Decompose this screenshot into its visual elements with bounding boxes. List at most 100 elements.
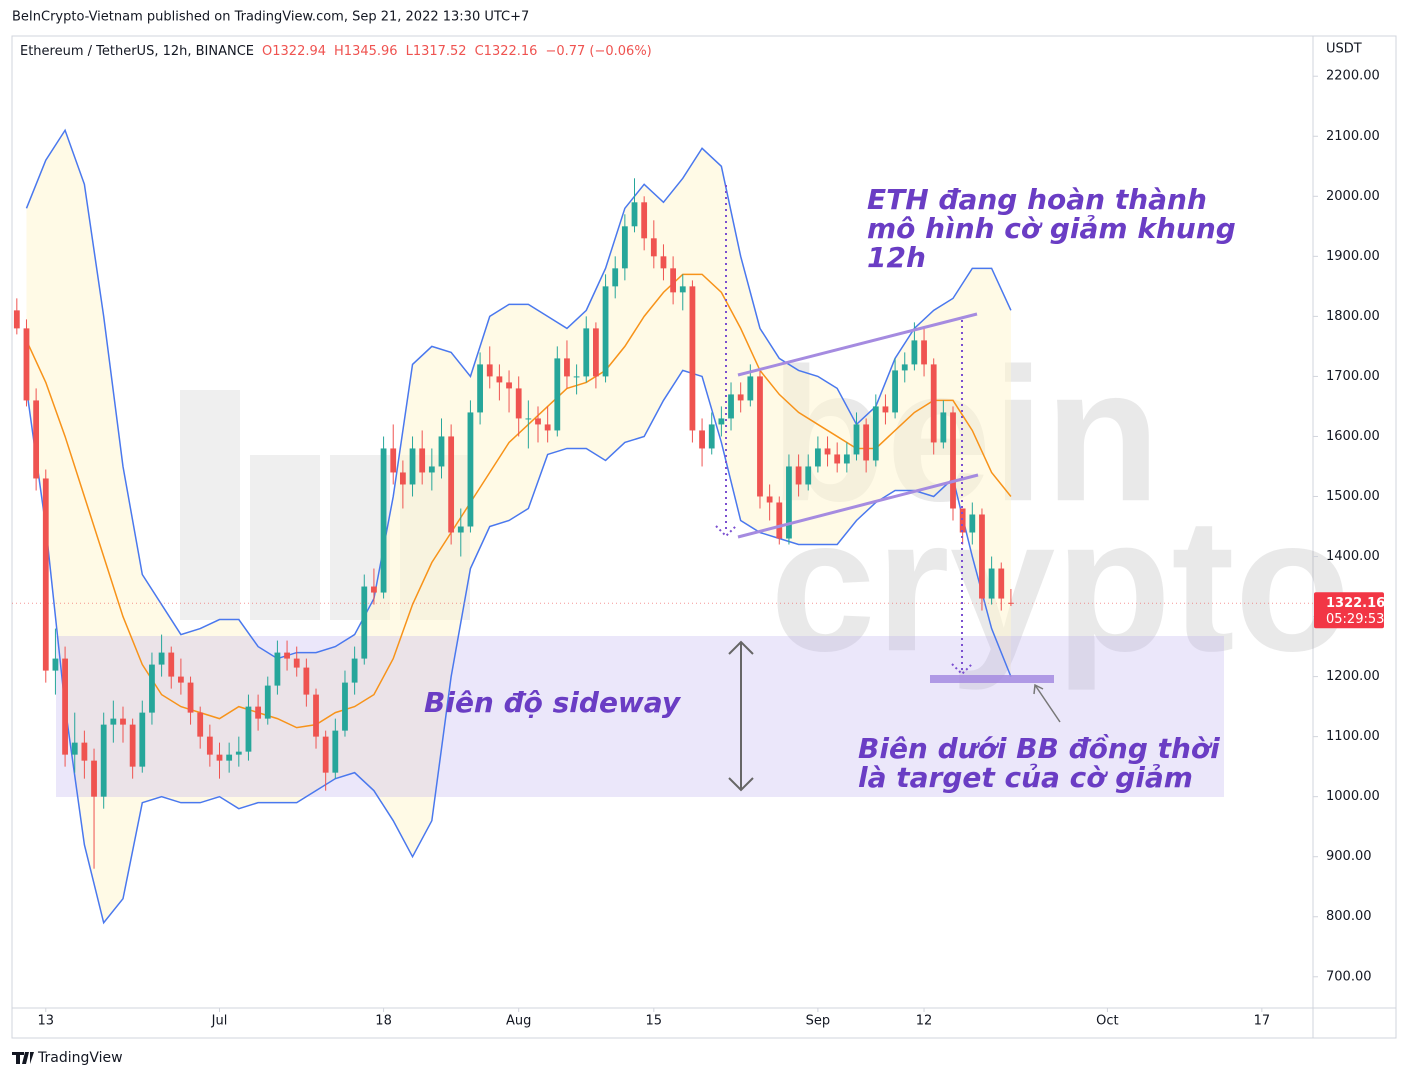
candle-body — [448, 436, 455, 533]
candle-body — [71, 742, 78, 755]
x-tick-label: Sep — [806, 1014, 831, 1029]
legend-value: L1317.52 — [406, 44, 467, 59]
candle-body — [477, 364, 483, 413]
y-tick-label: 900.00 — [1326, 849, 1372, 864]
candle-body — [226, 754, 233, 761]
band-layer — [26, 130, 1011, 923]
candle-body — [486, 364, 493, 377]
legend: Ethereum / TetherUS, 12h, BINANCE O1322.9… — [20, 44, 652, 59]
band-fill — [26, 130, 1011, 923]
candle-body — [814, 448, 821, 467]
y-tick-label: 1800.00 — [1326, 309, 1380, 324]
candle-body — [342, 682, 348, 731]
candle-body — [776, 502, 783, 539]
candle-body — [91, 760, 97, 797]
candle-body — [795, 466, 802, 485]
candle-body — [467, 412, 474, 527]
countdown: 05:29:53 — [1326, 612, 1384, 627]
candle-body — [679, 286, 686, 293]
candle-body — [293, 658, 300, 668]
candle-body — [573, 376, 580, 378]
candle-body — [708, 424, 715, 449]
candle-body — [921, 340, 927, 365]
candle-body — [631, 202, 638, 227]
plot-layer — [13, 128, 1014, 925]
y-tick-label: 2200.00 — [1326, 69, 1380, 84]
candle-body — [23, 328, 30, 401]
candle-body — [120, 718, 126, 725]
candle-body — [843, 454, 850, 464]
annotation: mô hình cờ giảm khung — [867, 212, 1236, 245]
annotation: ETH đang hoàn thành — [867, 183, 1207, 216]
candle-body — [274, 652, 281, 686]
candle-body — [612, 268, 619, 287]
candle-body — [728, 394, 734, 419]
x-tick-label: Jul — [211, 1014, 228, 1029]
candle-body — [564, 358, 570, 377]
candle-body — [409, 448, 416, 485]
candle-body — [399, 472, 406, 485]
candle-body — [718, 418, 725, 425]
footer: TradingView — [37, 1050, 123, 1066]
candle-body — [988, 568, 995, 599]
candle-body — [583, 328, 590, 377]
x-tick-label: Oct — [1096, 1014, 1118, 1029]
candle-body — [149, 664, 155, 713]
candle-body — [62, 658, 68, 755]
candle-body — [428, 466, 435, 473]
candle-body — [892, 370, 898, 413]
candle-body — [255, 706, 262, 719]
y-tick-label: 1200.00 — [1326, 669, 1380, 684]
candle-body — [390, 448, 397, 473]
candle-body — [245, 706, 252, 752]
candle-body — [52, 658, 59, 671]
last-price-box — [1314, 592, 1384, 629]
candle-body — [834, 454, 841, 464]
pointer — [1034, 684, 1061, 723]
candle-body — [766, 496, 773, 503]
candle-body — [641, 202, 648, 239]
drawings — [715, 185, 1061, 792]
legend-title: Ethereum / TetherUS, 12h, BINANCE — [20, 44, 254, 59]
candle-body — [747, 376, 754, 401]
candle-body — [911, 340, 918, 365]
band-upper — [25, 128, 1012, 660]
candle-body — [129, 724, 136, 767]
candle-body — [959, 508, 966, 533]
legend-value: −0.77 (−0.06%) — [545, 44, 651, 59]
candle-body — [757, 376, 763, 497]
candle-body — [689, 286, 696, 431]
candle-body — [699, 430, 705, 449]
y-tick-label: 1600.00 — [1326, 429, 1380, 444]
candle-body — [303, 667, 310, 695]
y-tick-label: 800.00 — [1326, 909, 1372, 924]
annotation: là target của cờ giảm — [858, 761, 1193, 794]
candle-body — [457, 526, 464, 533]
candle-body — [351, 658, 358, 683]
last-price: 1322.16 — [1326, 596, 1385, 611]
candle-body — [322, 736, 329, 773]
candle-body — [13, 310, 20, 329]
candle-body — [872, 406, 879, 461]
y-tick-label: 1400.00 — [1326, 549, 1380, 564]
candle-body — [593, 328, 599, 377]
x-tick-label: 17 — [1254, 1014, 1271, 1029]
y-tick-label: 1900.00 — [1326, 249, 1380, 264]
candle-body — [969, 514, 976, 533]
candle-body — [650, 238, 657, 257]
y-tick-label: 700.00 — [1326, 969, 1372, 984]
target-bar — [930, 675, 1054, 683]
y-tick-label: 1500.00 — [1326, 489, 1380, 504]
annotation: Biên dưới BB đồng thời — [858, 732, 1220, 765]
channel-line — [737, 312, 978, 377]
candle-body — [496, 376, 503, 383]
candle-body — [940, 412, 947, 443]
candle-body — [168, 652, 175, 677]
candle-body — [930, 364, 937, 443]
candle-body — [371, 586, 377, 593]
candle-body — [33, 400, 40, 479]
candle-body — [81, 742, 88, 761]
candle-body — [670, 268, 677, 293]
candle-body — [438, 436, 445, 467]
candle-body — [506, 382, 512, 389]
